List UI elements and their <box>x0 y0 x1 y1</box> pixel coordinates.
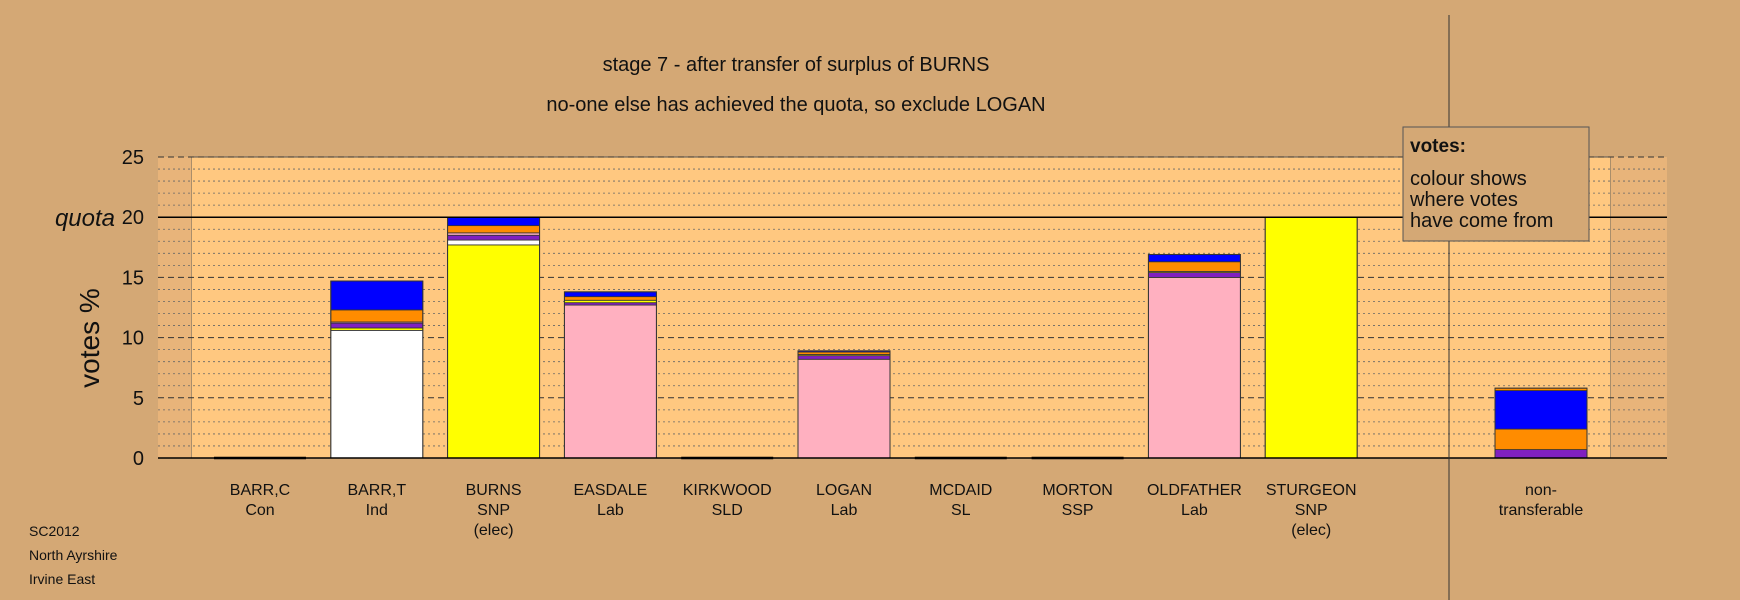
candidate-label-1: SNP <box>477 502 510 519</box>
candidate-label-2: (elec) <box>1291 522 1331 539</box>
bar-segment <box>797 355 891 360</box>
legend-line-2: where votes <box>1409 189 1518 211</box>
candidate-label-0: KIRKWOOD <box>683 482 772 499</box>
bar-segment <box>797 358 891 459</box>
bar-segment <box>330 280 424 311</box>
bar-segment <box>564 296 657 301</box>
legend-title: votes: <box>1410 136 1466 157</box>
bar-segment <box>1494 428 1588 450</box>
bar-segment <box>447 234 541 241</box>
candidate-label-1: SL <box>951 502 971 519</box>
bar-segment <box>447 244 541 459</box>
nontransferable-label-0: non- <box>1525 482 1557 499</box>
nontransferable-label-1: transferable <box>1499 502 1584 519</box>
bar-segment <box>1148 254 1241 263</box>
bar-stack-easdale <box>563 291 657 459</box>
bar-segment <box>1494 390 1588 430</box>
candidate-label-0: BARR,C <box>230 482 290 499</box>
bar-segment <box>330 329 424 459</box>
bar-stack-barrt <box>330 280 424 459</box>
candidate-label-1: Lab <box>1181 502 1208 519</box>
candidate-label-0: STURGEON <box>1266 482 1357 499</box>
legend: votes: colour shows where votes have com… <box>1402 126 1590 242</box>
bar-segment <box>330 322 424 329</box>
y-tick-label: 25 <box>122 147 144 169</box>
y-tick-label: 20 <box>122 207 144 229</box>
candidate-label-1: SNP <box>1295 502 1328 519</box>
plot-background <box>190 156 1612 459</box>
candidate-label-2: (elec) <box>474 522 514 539</box>
y-tick-label: 5 <box>133 388 144 410</box>
legend-box <box>1402 126 1590 242</box>
bar-stack-sturgeon <box>1264 216 1358 459</box>
candidate-label-1: Lab <box>597 502 624 519</box>
candidate-label-0: MCDAID <box>929 482 992 499</box>
bar-segment <box>447 216 541 227</box>
bar-segment <box>447 225 541 234</box>
bar-segment <box>564 304 657 459</box>
chart-subtitle: no-one else has achieved the quota, so e… <box>546 94 1045 116</box>
bar-segment <box>564 291 657 298</box>
plot-outer-shade-left <box>158 157 191 458</box>
candidate-label-0: LOGAN <box>816 482 872 499</box>
candidate-label-1: Ind <box>366 502 388 519</box>
candidate-label-0: BARR,T <box>347 482 406 499</box>
candidate-label-0: OLDFATHER <box>1147 482 1242 499</box>
x-tick-labels: BARR,C Con BARR,T Ind BURNS SNP (elec) EASDALE L… <box>230 482 1584 539</box>
plot-outer-shade-right <box>1611 157 1667 458</box>
candidate-label-1: Lab <box>831 502 858 519</box>
bar-stack-oldfather <box>1147 254 1241 459</box>
y-tick-labels: 0 5 10 15 20 25 <box>122 147 144 470</box>
candidate-label-1: SSP <box>1062 502 1094 519</box>
bar-segment <box>1148 272 1241 278</box>
bar-segment <box>447 239 541 246</box>
quota-label: quota <box>55 205 115 232</box>
chart-title: stage 7 - after transfer of surplus of B… <box>603 54 990 76</box>
y-tick-label: 10 <box>122 328 144 350</box>
footer-line-3: Irvine East <box>29 571 95 587</box>
bar-segment <box>330 309 424 323</box>
bar-stack-nontransferable <box>1494 387 1588 459</box>
bar-segment <box>1494 449 1588 459</box>
y-tick-label: 15 <box>122 267 144 289</box>
candidate-label-1: Con <box>245 502 274 519</box>
legend-line-3: have come from <box>1410 210 1553 232</box>
bar-segment <box>1148 276 1241 459</box>
legend-line-1: colour shows <box>1410 168 1527 190</box>
bar-segment <box>1264 216 1358 459</box>
candidate-label-0: BURNS <box>466 482 522 499</box>
footer-line-2: North Ayrshire <box>29 547 118 563</box>
candidate-label-0: MORTON <box>1042 482 1113 499</box>
y-axis-label: votes % <box>74 288 105 388</box>
candidate-label-1: SLD <box>712 502 743 519</box>
bar-segment <box>1148 261 1241 272</box>
candidate-label-0: EASDALE <box>573 482 647 499</box>
bar-stack-burns <box>447 216 541 459</box>
footer-line-1: SC2012 <box>29 523 80 539</box>
y-tick-label: 0 <box>133 448 144 470</box>
bar-stack-logan <box>797 350 891 459</box>
